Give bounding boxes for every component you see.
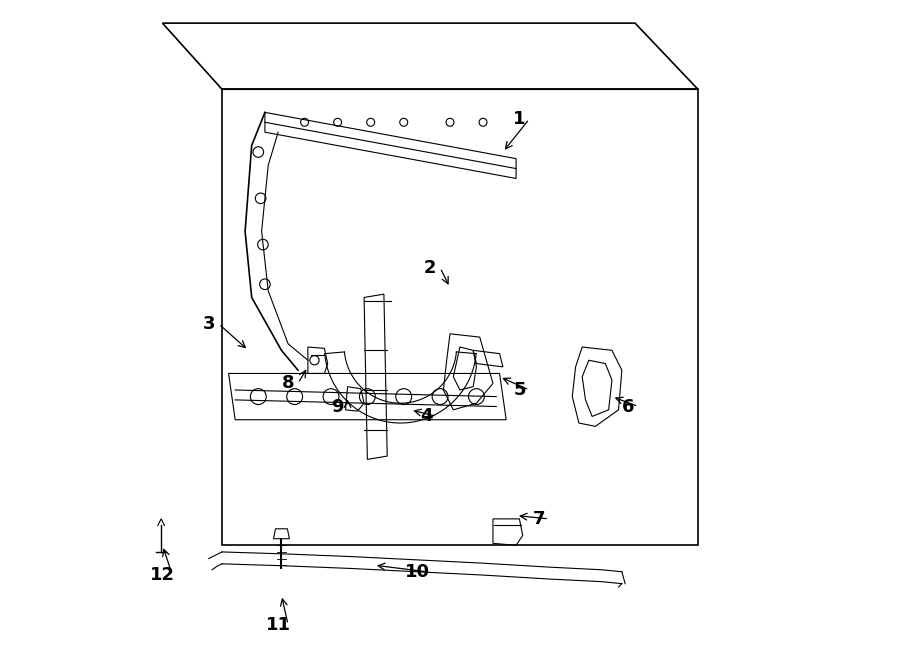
Text: 1: 1 bbox=[513, 110, 526, 128]
Text: 7: 7 bbox=[533, 510, 545, 528]
Text: 9: 9 bbox=[331, 397, 344, 416]
Text: 10: 10 bbox=[404, 563, 429, 581]
Text: 5: 5 bbox=[513, 381, 526, 399]
Text: 2: 2 bbox=[424, 258, 436, 277]
Text: 12: 12 bbox=[150, 566, 175, 584]
Text: 6: 6 bbox=[622, 397, 634, 416]
Text: 4: 4 bbox=[420, 407, 433, 426]
Text: 11: 11 bbox=[266, 615, 291, 634]
Text: 3: 3 bbox=[202, 315, 215, 333]
Text: 8: 8 bbox=[282, 374, 294, 393]
